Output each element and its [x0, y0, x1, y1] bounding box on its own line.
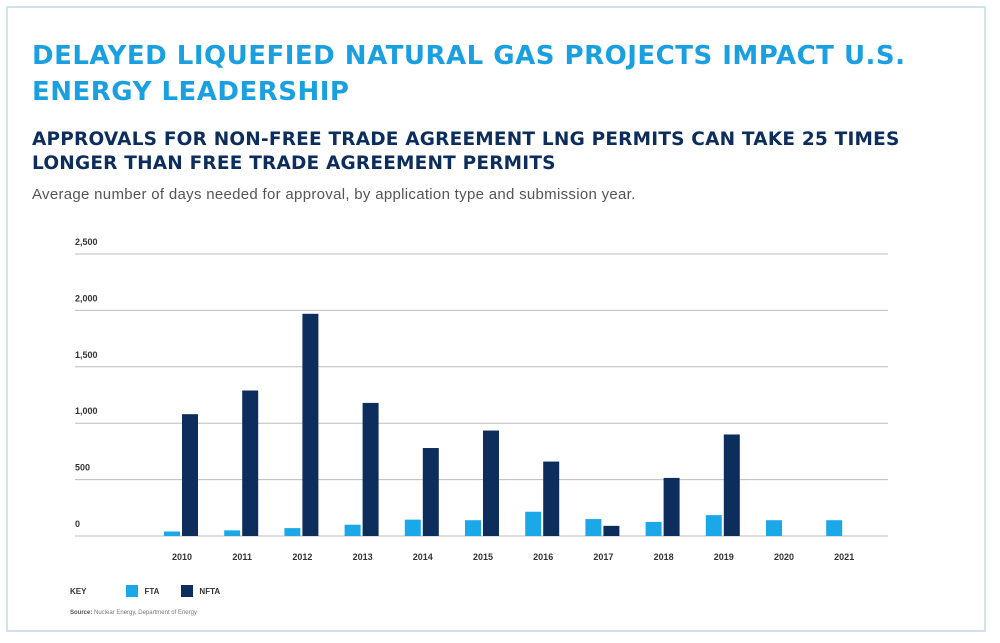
- y-tick-label: 2,000: [75, 293, 98, 303]
- x-tick-label: 2010: [172, 552, 192, 562]
- legend-swatch-fta: [126, 585, 139, 597]
- bar-fta-2016: [525, 511, 542, 536]
- bar-fta-2012: [284, 528, 301, 536]
- y-tick-label: 0: [75, 519, 80, 529]
- bar-nfta-2019: [723, 434, 740, 536]
- x-tick-label: 2014: [413, 552, 433, 562]
- x-tick-label: 2020: [774, 552, 794, 562]
- bar-nfta-2017: [603, 525, 620, 536]
- x-tick-label: 2016: [533, 552, 553, 562]
- bar-fta-2019: [705, 515, 722, 536]
- chart-description: Average number of days needed for approv…: [32, 186, 636, 203]
- bar-fta-2020: [766, 520, 782, 536]
- x-tick-label: 2019: [714, 552, 734, 562]
- bar-fta-2013: [344, 524, 361, 536]
- bar-fta-2010: [164, 531, 180, 536]
- legend-item-fta: FTA: [126, 585, 159, 597]
- bar-fta-2015: [465, 520, 481, 536]
- chart-subtitle: APPROVALS FOR NON-FREE TRADE AGREEMENT L…: [32, 129, 900, 174]
- legend-item-nfta: NFTA: [181, 585, 220, 597]
- bar-nfta-2014: [422, 448, 439, 536]
- y-tick-label: 500: [75, 463, 90, 473]
- source-text: Nuclear Energy, Department of Energy: [94, 610, 197, 616]
- y-tick-label: 1,000: [75, 406, 98, 416]
- legend: KEY FTA NFTA: [70, 583, 242, 599]
- x-tick-label: 2018: [654, 552, 674, 562]
- bar-nfta-2018: [663, 477, 680, 536]
- source-note: Source: Nuclear Energy, Department of En…: [70, 610, 197, 616]
- bar-nfta-2013: [362, 402, 379, 536]
- x-tick-label: 2012: [292, 552, 312, 562]
- bar-nfta-2016: [543, 461, 560, 536]
- bar-nfta-2010: [182, 414, 198, 536]
- x-tick-label: 2017: [593, 552, 613, 562]
- legend-label-nfta: NFTA: [199, 586, 221, 596]
- legend-swatch-nfta: [181, 585, 194, 597]
- bar-fta-2021: [826, 520, 843, 536]
- legend-label-fta: FTA: [144, 586, 160, 596]
- bar-nfta-2015: [483, 430, 499, 536]
- x-tick-label: 2021: [834, 552, 854, 562]
- bar-nfta-2012: [302, 313, 319, 536]
- x-tick-label: 2015: [473, 552, 493, 562]
- source-label: Source:: [70, 610, 93, 616]
- y-tick-label: 2,500: [75, 237, 98, 247]
- bar-nfta-2011: [242, 390, 259, 536]
- page-title: DELAYED LIQUEFIED NATURAL GAS PROJECTS I…: [32, 41, 906, 107]
- x-tick-label: 2011: [232, 552, 252, 562]
- legend-key-label: KEY: [70, 586, 87, 596]
- bar-fta-2017: [585, 519, 602, 536]
- y-tick-label: 1,500: [75, 350, 98, 360]
- bar-fta-2011: [224, 530, 241, 536]
- x-tick-label: 2013: [353, 552, 373, 562]
- bar-fta-2014: [404, 519, 421, 536]
- bar-fta-2018: [645, 521, 662, 536]
